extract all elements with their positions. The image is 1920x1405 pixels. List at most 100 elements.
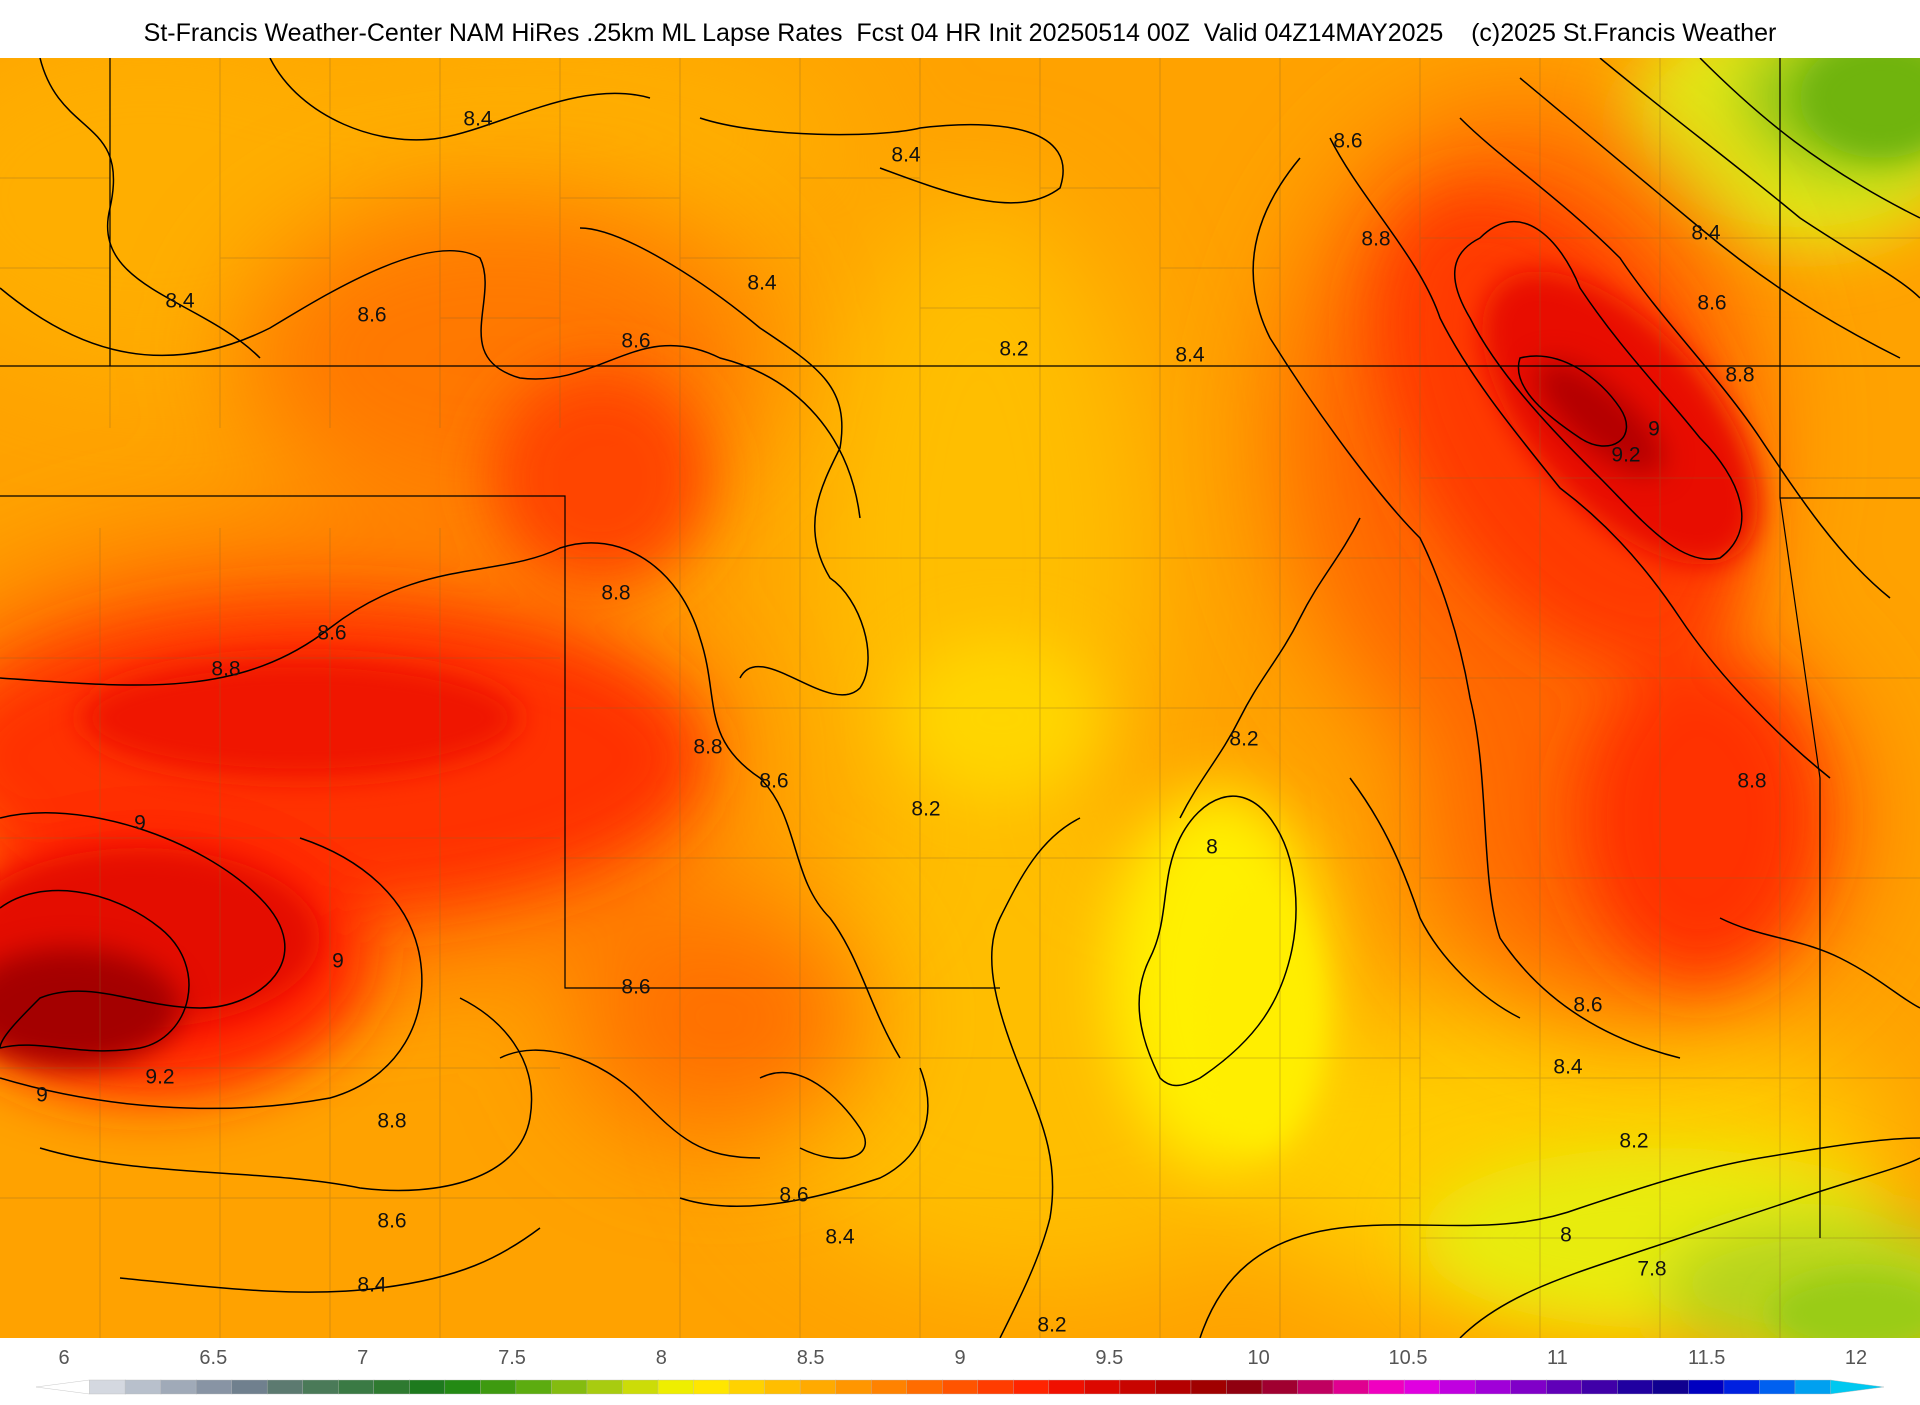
colorbar-swatch bbox=[1581, 1379, 1619, 1395]
contour-label: 8.6 bbox=[317, 622, 346, 645]
contour-label-layer: 8.4 8.4 8.4 8.4 8.4 8.4 8.4 8.4 8.4 8.6 … bbox=[36, 108, 1766, 1337]
colorbar-swatch bbox=[1759, 1379, 1796, 1395]
colorbar-tick-label: 7 bbox=[357, 1347, 368, 1369]
colorbar-swatch bbox=[480, 1379, 517, 1395]
contour-label: 8.4 bbox=[891, 144, 921, 167]
colorbar-tick-label: 6 bbox=[58, 1347, 69, 1369]
contour-label: 8.8 bbox=[1361, 228, 1390, 251]
colorbar-tick-label: 9.5 bbox=[1095, 1347, 1123, 1369]
colorbar-swatch bbox=[515, 1379, 553, 1395]
colorbar-tick-label: 8 bbox=[656, 1347, 667, 1369]
colorbar-swatch bbox=[1474, 1379, 1512, 1395]
colorbar-swatch bbox=[1403, 1379, 1441, 1395]
colorbar-swatch bbox=[586, 1379, 624, 1395]
contour-label: 8.6 bbox=[621, 330, 650, 353]
map-title: St-Francis Weather-Center NAM HiRes .25k… bbox=[143, 19, 1777, 47]
colorbar-tick-label: 7.5 bbox=[498, 1347, 526, 1369]
colorbar-tick-label: 6.5 bbox=[199, 1347, 227, 1369]
colorbar-tick-label: 11.5 bbox=[1688, 1347, 1725, 1369]
colorbar-swatches bbox=[35, 1379, 1885, 1395]
colorbar-swatch bbox=[1155, 1379, 1192, 1395]
contour-label: 8.8 bbox=[1725, 364, 1754, 387]
contour-label: 8.6 bbox=[779, 1184, 808, 1207]
contour-label: 8.6 bbox=[357, 304, 386, 327]
contour-label: 9 bbox=[1648, 418, 1660, 441]
colorbar-swatch bbox=[799, 1379, 837, 1395]
colorbar-swatch bbox=[1794, 1379, 1832, 1395]
contour-label: 8 bbox=[1206, 836, 1218, 859]
colorbar-ticks: 6 6.5 7 7.5 8 8.5 9 9.5 10 10.5 11 11.5 12 bbox=[58, 1347, 1867, 1369]
contour-label: 8.4 bbox=[463, 108, 493, 131]
colorbar-swatch bbox=[1332, 1379, 1370, 1395]
contour-label: 8.4 bbox=[357, 1274, 387, 1297]
colorbar-tick-label: 10 bbox=[1248, 1347, 1270, 1369]
map-canvas: 8.4 8.4 8.4 8.4 8.4 8.4 8.4 8.4 8.4 8.6 … bbox=[0, 58, 1920, 1338]
contour-label: 9.2 bbox=[145, 1066, 174, 1089]
colorbar-swatch bbox=[1546, 1379, 1583, 1395]
colorbar-swatch bbox=[942, 1379, 979, 1395]
colorbar-swatch bbox=[693, 1379, 730, 1395]
contour-label: 8.8 bbox=[211, 658, 240, 681]
lapse-rate-map: 8.4 8.4 8.4 8.4 8.4 8.4 8.4 8.4 8.4 8.6 … bbox=[0, 58, 1920, 1338]
colorbar-swatch bbox=[231, 1379, 268, 1395]
colorbar-swatch bbox=[1190, 1379, 1228, 1395]
colorbar-tick-label: 10.5 bbox=[1389, 1347, 1428, 1369]
contour-label: 8.6 bbox=[759, 770, 788, 793]
contour-label: 8.8 bbox=[601, 582, 630, 605]
colorbar-swatch bbox=[622, 1379, 659, 1395]
colorbar-swatch bbox=[89, 1379, 126, 1395]
color-fill-field bbox=[0, 58, 1920, 1338]
colorbar-swatch bbox=[1261, 1379, 1299, 1395]
county-boundaries bbox=[0, 58, 1920, 1338]
colorbar-swatch bbox=[1439, 1379, 1476, 1395]
colorbar-swatch bbox=[124, 1379, 162, 1395]
colorbar-swatch bbox=[1510, 1379, 1548, 1395]
contour-label: 8.4 bbox=[1691, 222, 1721, 245]
colorbar-swatch bbox=[1688, 1379, 1725, 1395]
contour-label: 8.6 bbox=[1573, 994, 1602, 1017]
contour-label: 8.2 bbox=[999, 338, 1028, 361]
contour-label: 9.2 bbox=[1611, 444, 1640, 467]
colorbar-swatch bbox=[302, 1379, 340, 1395]
contour-label: 8.2 bbox=[1229, 728, 1258, 751]
colorbar-swatch bbox=[835, 1379, 872, 1395]
colorbar-swatch bbox=[1084, 1379, 1121, 1395]
contour-label: 9 bbox=[134, 812, 146, 835]
contour-label: 8.6 bbox=[621, 976, 650, 999]
colorbar-swatch bbox=[373, 1379, 411, 1395]
contour-label: 8.4 bbox=[1553, 1056, 1583, 1079]
colorbar-swatch bbox=[1368, 1379, 1405, 1395]
contour-label: 8.2 bbox=[911, 798, 940, 821]
colorbar-tick-label: 9 bbox=[954, 1347, 965, 1369]
colorbar-swatch bbox=[1226, 1379, 1263, 1395]
colorbar-swatch bbox=[160, 1379, 197, 1395]
state-boundaries bbox=[0, 58, 1920, 1238]
contour-label: 8.6 bbox=[1697, 292, 1726, 315]
colorbar-swatch bbox=[1652, 1379, 1690, 1395]
colorbar-tick-label: 12 bbox=[1845, 1347, 1867, 1369]
contour-label: 9 bbox=[36, 1084, 48, 1107]
colorbar-swatch bbox=[195, 1379, 233, 1395]
contour-label: 8.8 bbox=[377, 1110, 406, 1133]
colorbar-swatch bbox=[338, 1379, 375, 1395]
colorbar-swatch bbox=[409, 1379, 446, 1395]
colorbar-swatch bbox=[764, 1379, 801, 1395]
colorbar-swatch bbox=[444, 1379, 482, 1395]
colorbar-tick-label: 8.5 bbox=[797, 1347, 825, 1369]
colorbar-swatch bbox=[1048, 1379, 1086, 1395]
colorbar-canvas: 6 6.5 7 7.5 8 8.5 9 9.5 10 10.5 11 11.5 12 bbox=[35, 1347, 1885, 1395]
colorbar-swatch bbox=[551, 1379, 588, 1395]
colorbar-swatch bbox=[977, 1379, 1015, 1395]
contour-label: 8.4 bbox=[1175, 344, 1205, 367]
colorbar-swatch bbox=[1617, 1379, 1654, 1395]
contour-label: 8.2 bbox=[1037, 1314, 1066, 1337]
contour-label: 7.8 bbox=[1637, 1258, 1666, 1281]
colorbar-swatch bbox=[1297, 1379, 1334, 1395]
colorbar-tick-label: 11 bbox=[1547, 1347, 1568, 1369]
contour-label: 8.4 bbox=[165, 290, 195, 313]
contour-lines bbox=[0, 58, 1920, 1338]
colorbar-swatch bbox=[266, 1379, 304, 1395]
contour-label: 8.8 bbox=[693, 736, 722, 759]
contour-label: 8.4 bbox=[825, 1226, 855, 1249]
colorbar-swatch bbox=[657, 1379, 695, 1395]
